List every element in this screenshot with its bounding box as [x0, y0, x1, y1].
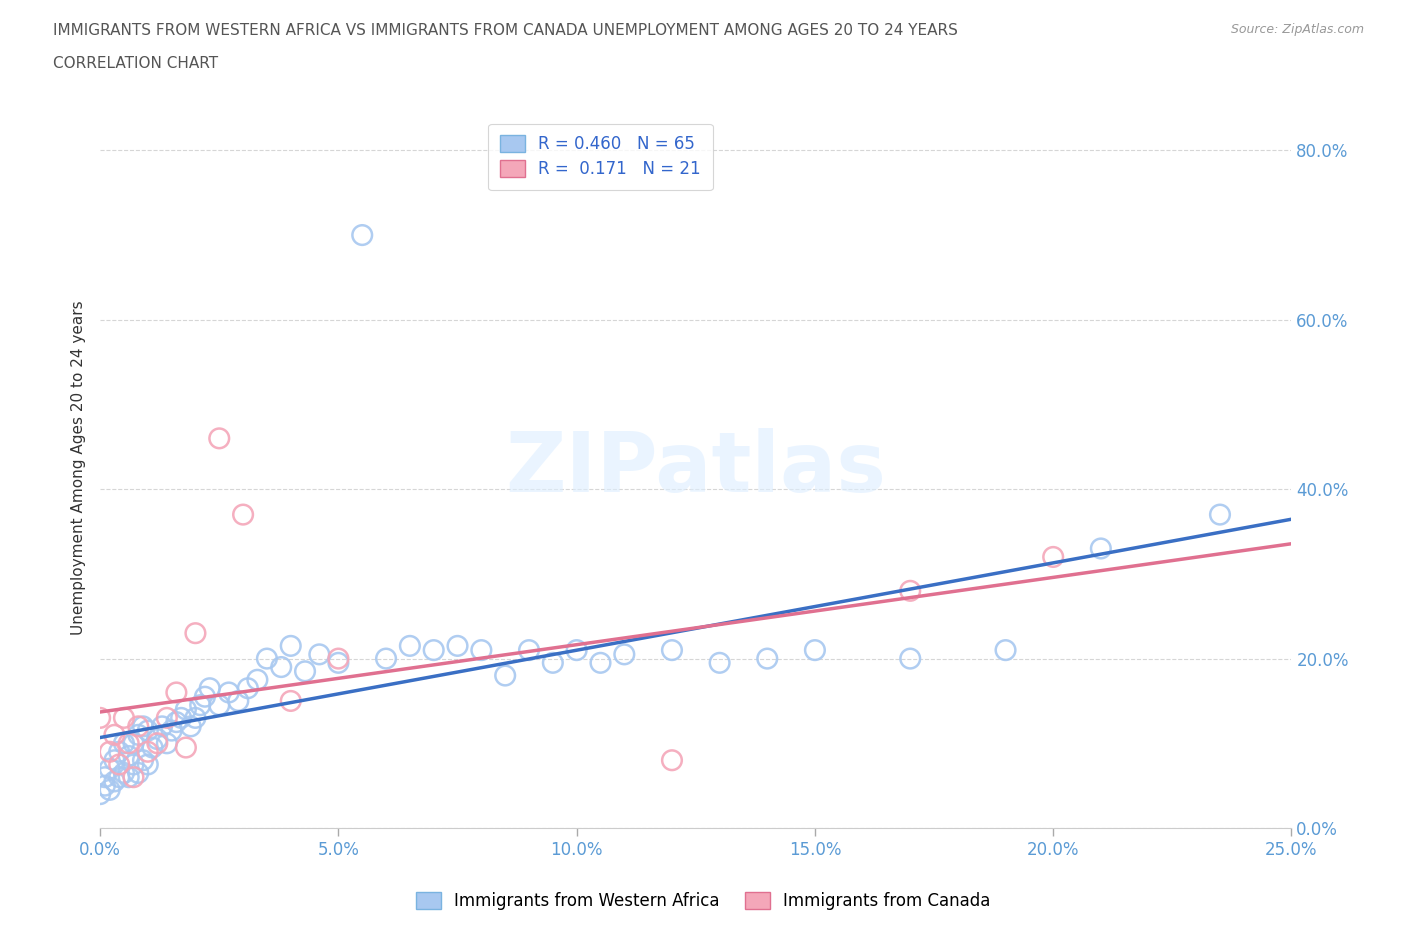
Point — [256, 651, 278, 666]
Point — [156, 711, 179, 725]
Point — [103, 774, 125, 789]
Point — [127, 765, 149, 780]
Point — [756, 651, 779, 666]
Point — [1209, 507, 1232, 522]
Point — [103, 727, 125, 742]
Point — [118, 749, 141, 764]
Point — [122, 757, 145, 772]
Point — [280, 639, 302, 654]
Point — [208, 431, 231, 445]
Point — [541, 656, 564, 671]
Point — [661, 643, 683, 658]
Point — [160, 724, 183, 738]
Point — [94, 778, 117, 793]
Point — [188, 698, 211, 712]
Point — [112, 711, 135, 725]
Point — [470, 643, 492, 658]
Point — [132, 752, 155, 767]
Point — [709, 656, 731, 671]
Point — [136, 724, 159, 738]
Point — [108, 757, 131, 772]
Point — [375, 651, 398, 666]
Point — [308, 647, 330, 662]
Point — [156, 736, 179, 751]
Point — [94, 770, 117, 785]
Point — [352, 228, 374, 243]
Point — [108, 770, 131, 785]
Point — [517, 643, 540, 658]
Point — [146, 732, 169, 747]
Point — [994, 643, 1017, 658]
Point — [170, 711, 193, 725]
Point — [108, 744, 131, 759]
Point — [613, 647, 636, 662]
Point — [898, 651, 921, 666]
Text: IMMIGRANTS FROM WESTERN AFRICA VS IMMIGRANTS FROM CANADA UNEMPLOYMENT AMONG AGES: IMMIGRANTS FROM WESTERN AFRICA VS IMMIGR… — [53, 23, 959, 38]
Point — [1042, 550, 1064, 565]
Point — [165, 714, 187, 729]
Point — [184, 711, 207, 725]
Point — [184, 626, 207, 641]
Point — [232, 507, 254, 522]
Point — [494, 668, 516, 683]
Point — [565, 643, 588, 658]
Point — [399, 639, 422, 654]
Point — [132, 719, 155, 734]
Point — [98, 744, 121, 759]
Point — [150, 719, 173, 734]
Point — [146, 736, 169, 751]
Point — [174, 740, 197, 755]
Point — [446, 639, 468, 654]
Text: Source: ZipAtlas.com: Source: ZipAtlas.com — [1230, 23, 1364, 36]
Point — [89, 787, 111, 802]
Point — [898, 583, 921, 598]
Point — [103, 752, 125, 767]
Point — [228, 694, 250, 709]
Point — [208, 698, 231, 712]
Point — [136, 744, 159, 759]
Text: CORRELATION CHART: CORRELATION CHART — [53, 56, 218, 71]
Point — [98, 762, 121, 777]
Point — [141, 740, 163, 755]
Text: ZIPatlas: ZIPatlas — [505, 428, 886, 509]
Point — [136, 757, 159, 772]
Point — [246, 672, 269, 687]
Point — [198, 681, 221, 696]
Point — [280, 694, 302, 709]
Point — [589, 656, 612, 671]
Point — [236, 681, 259, 696]
Point — [180, 719, 202, 734]
Point — [422, 643, 444, 658]
Point — [127, 719, 149, 734]
Y-axis label: Unemployment Among Ages 20 to 24 years: Unemployment Among Ages 20 to 24 years — [72, 300, 86, 635]
Point — [112, 736, 135, 751]
Point — [218, 685, 240, 700]
Point — [122, 770, 145, 785]
Point — [194, 689, 217, 704]
Point — [328, 651, 350, 666]
Point — [112, 765, 135, 780]
Point — [127, 727, 149, 742]
Point — [294, 664, 316, 679]
Point — [661, 752, 683, 767]
Point — [118, 770, 141, 785]
Point — [270, 659, 292, 674]
Legend: Immigrants from Western Africa, Immigrants from Canada: Immigrants from Western Africa, Immigran… — [409, 885, 997, 917]
Point — [174, 702, 197, 717]
Point — [165, 685, 187, 700]
Point — [1090, 541, 1112, 556]
Point — [98, 782, 121, 797]
Legend: R = 0.460   N = 65, R =  0.171   N = 21: R = 0.460 N = 65, R = 0.171 N = 21 — [488, 124, 713, 190]
Point — [89, 711, 111, 725]
Point — [328, 656, 350, 671]
Point — [118, 736, 141, 751]
Point — [804, 643, 827, 658]
Point — [122, 736, 145, 751]
